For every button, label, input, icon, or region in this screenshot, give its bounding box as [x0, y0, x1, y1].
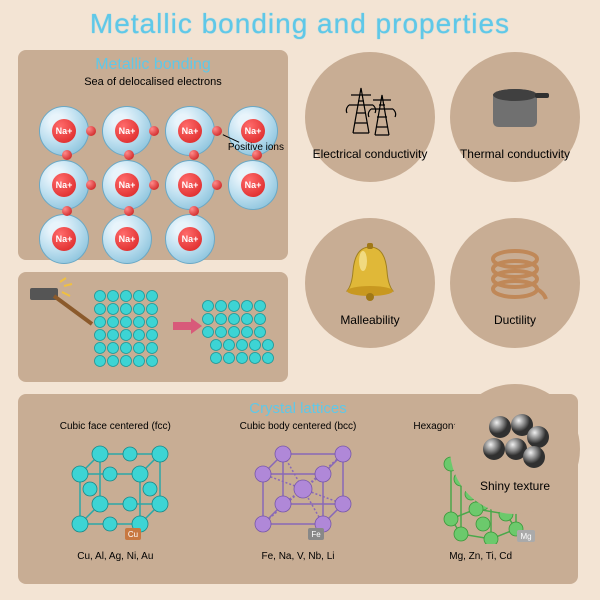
- page-title: Metallic bonding and properties: [0, 0, 600, 44]
- ion: Na+: [102, 214, 152, 264]
- ion: Na+: [39, 106, 89, 156]
- ion: Na+: [165, 214, 215, 264]
- bcc-examples: Fe, Na, V, Nb, Li: [213, 551, 383, 562]
- balls-icon: [480, 405, 550, 475]
- ion-diagram: Na+ Na+ Na+ Na+ Na+ Na+ Na+ Na+ Na+ Na+ Na+: [24, 88, 282, 258]
- ion-core: Na+: [178, 119, 202, 143]
- hammer-panel: [18, 272, 288, 382]
- electron: [212, 180, 222, 190]
- shiny-label: Shiny texture: [480, 479, 550, 493]
- malleability-circle: Malleability: [305, 218, 435, 348]
- ion: Na+: [165, 160, 215, 210]
- shiny-circle: Shiny texture: [450, 384, 580, 514]
- electron: [86, 180, 96, 190]
- bonding-title: Metallic bonding: [24, 56, 282, 74]
- ion-core: Na+: [52, 227, 76, 251]
- bcc-lattice: Cubic body centered (bcc) Fe Fe, Na, V, …: [213, 421, 383, 562]
- hammer-icon: [30, 278, 92, 324]
- ion-core: Na+: [241, 119, 265, 143]
- hammer-diagram: [18, 272, 288, 382]
- ion: Na+: [102, 106, 152, 156]
- bell-icon: [335, 239, 405, 309]
- electron: [124, 150, 134, 160]
- electron: [212, 126, 222, 136]
- bcc-diagram: Fe: [238, 434, 358, 544]
- ion: Na+: [39, 214, 89, 264]
- fcc-diagram: Cu: [55, 434, 175, 544]
- bonding-subtitle: Sea of delocalised electrons: [24, 76, 282, 88]
- ion-core: Na+: [52, 119, 76, 143]
- malleability-label: Malleability: [340, 313, 399, 327]
- electron: [189, 150, 199, 160]
- bcc-name: Cubic body centered (bcc): [213, 421, 383, 432]
- electron: [124, 206, 134, 216]
- svg-text:Fe: Fe: [311, 530, 321, 539]
- ion-core: Na+: [178, 227, 202, 251]
- ion: Na+: [39, 160, 89, 210]
- thermal-label: Thermal conductivity: [460, 147, 570, 161]
- electron: [62, 206, 72, 216]
- fcc-name: Cubic face centered (fcc): [30, 421, 200, 432]
- ductility-circle: Ductility: [450, 218, 580, 348]
- ductility-label: Ductility: [494, 313, 536, 327]
- coil-icon: [480, 239, 550, 309]
- pylon-icon: [335, 73, 405, 143]
- svg-text:Mg: Mg: [520, 532, 531, 541]
- ion: Na+: [102, 160, 152, 210]
- electron: [189, 206, 199, 216]
- thermal-circle: Thermal conductivity: [450, 52, 580, 182]
- ion-core: Na+: [115, 119, 139, 143]
- atom-grid-after: [203, 301, 274, 364]
- pot-icon: [480, 73, 550, 143]
- ion-core: Na+: [115, 173, 139, 197]
- ion: Na+: [228, 160, 278, 210]
- electron: [86, 126, 96, 136]
- ion-core: Na+: [52, 173, 76, 197]
- positive-ions-label: Positive ions: [228, 142, 284, 153]
- fcc-lattice: Cubic face centered (fcc) Cu Cu, Al, Ag,…: [30, 421, 200, 562]
- svg-text:Cu: Cu: [128, 530, 138, 539]
- ion-core: Na+: [115, 227, 139, 251]
- electrical-label: Electrical conductivity: [313, 147, 428, 161]
- electron: [62, 150, 72, 160]
- ion-core: Na+: [241, 173, 265, 197]
- ion-core: Na+: [178, 173, 202, 197]
- bonding-panel: Metallic bonding Sea of delocalised elec…: [18, 50, 288, 260]
- electron: [149, 126, 159, 136]
- atom-grid-before: [95, 291, 158, 367]
- electrical-circle: Electrical conductivity: [305, 52, 435, 182]
- fcc-examples: Cu, Al, Ag, Ni, Au: [30, 551, 200, 562]
- ion: Na+: [165, 106, 215, 156]
- electron: [149, 180, 159, 190]
- hcp-examples: Mg, Zn, Ti, Cd: [396, 551, 566, 562]
